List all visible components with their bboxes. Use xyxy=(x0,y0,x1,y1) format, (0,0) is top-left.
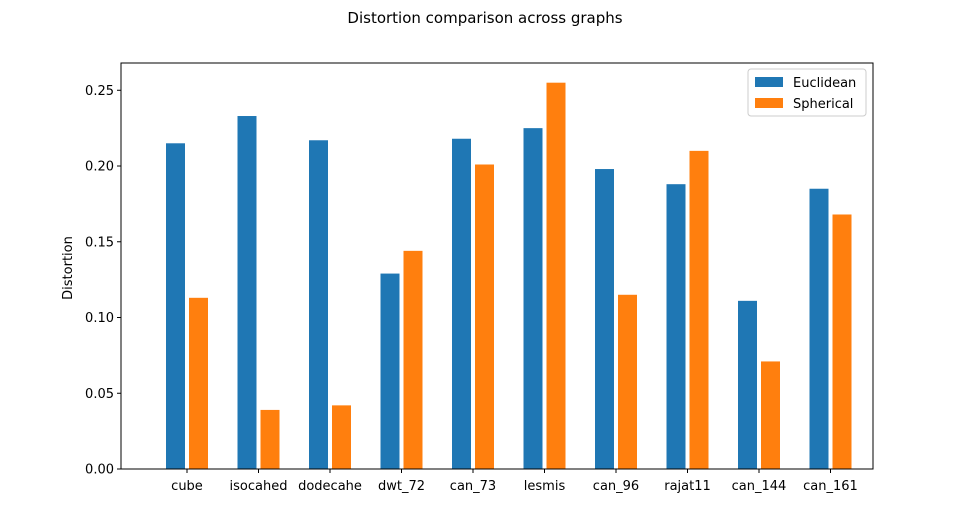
bar-spherical-can_161 xyxy=(832,214,852,469)
bars-group xyxy=(166,82,852,470)
bar-spherical-rajat11 xyxy=(689,150,709,469)
plot-frame xyxy=(120,62,874,470)
bar-spherical-can_96 xyxy=(618,294,637,469)
bar-euclidean-isocahed xyxy=(237,116,257,470)
bar-euclidean-lesmis xyxy=(523,128,543,469)
bar-spherical-cube xyxy=(189,297,208,469)
chart-title: Distortion comparison across graphs xyxy=(347,9,622,27)
x-tick-label: can_161 xyxy=(803,479,858,494)
x-tick-label: rajat11 xyxy=(664,479,711,494)
x-tick-label: cube xyxy=(171,479,203,494)
bar-euclidean-can_161 xyxy=(809,188,829,470)
y-tick-label: 0.15 xyxy=(85,235,114,250)
bar-spherical-dwt_72 xyxy=(403,250,423,469)
y-tick-label: 0.00 xyxy=(85,463,114,478)
x-tick-label: lesmis xyxy=(524,479,566,494)
y-tick-label: 0.25 xyxy=(85,84,114,99)
y-tick-label: 0.05 xyxy=(85,387,114,402)
x-tick-label: dwt_72 xyxy=(378,479,425,494)
bar-euclidean-can_96 xyxy=(595,169,614,470)
bar-spherical-dodecahe xyxy=(332,405,351,469)
x-tick-label: can_144 xyxy=(732,479,787,494)
x-tick-label: isocahed xyxy=(230,479,288,494)
y-axis-label: Distortion xyxy=(61,236,76,300)
x-tick-label: can_96 xyxy=(593,479,639,494)
axes-group: 0.00 0.05 0.10 0.15 0.20 0.25 cube isocahed dode… xyxy=(85,62,874,494)
bar-spherical-can_73 xyxy=(475,164,494,469)
legend-swatch-euclidean xyxy=(755,77,783,87)
bar-euclidean-rajat11 xyxy=(666,184,686,469)
bar-spherical-can_144 xyxy=(761,361,780,469)
legend-swatch-spherical xyxy=(755,98,783,108)
bar-euclidean-cube xyxy=(166,143,185,470)
bar-euclidean-dodecahe xyxy=(309,140,328,469)
bar-euclidean-can_144 xyxy=(738,300,757,469)
legend-label-spherical: Spherical xyxy=(793,97,853,112)
y-tick-label: 0.10 xyxy=(85,311,114,326)
legend-label-euclidean: Euclidean xyxy=(793,76,856,91)
bar-spherical-isocahed xyxy=(260,409,280,469)
y-tick-label: 0.20 xyxy=(85,160,114,175)
x-tick-label: can_73 xyxy=(450,479,496,494)
legend: Euclidean Spherical xyxy=(747,68,867,117)
x-tick-label: dodecahe xyxy=(298,479,362,494)
bar-euclidean-can_73 xyxy=(452,138,471,469)
bar-euclidean-dwt_72 xyxy=(380,273,400,469)
bar-spherical-lesmis xyxy=(546,82,566,469)
